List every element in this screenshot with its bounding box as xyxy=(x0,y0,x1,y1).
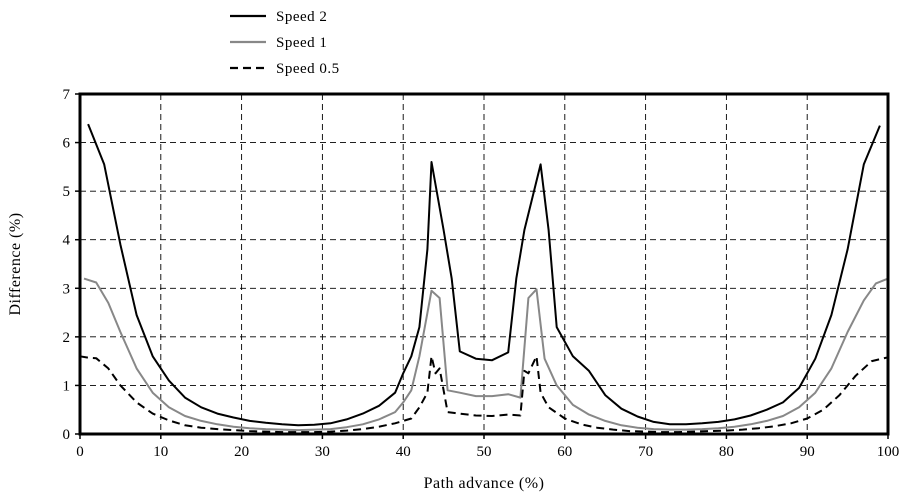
x-tick-label: 40 xyxy=(396,444,411,460)
legend-label-2: Speed 1 xyxy=(276,35,327,51)
x-tick-label: 0 xyxy=(76,444,84,460)
legend-label-3: Speed 0.5 xyxy=(276,61,340,77)
x-axis-label: Path advance (%) xyxy=(424,475,545,492)
legend: Speed 2 Speed 1 Speed 0.5 xyxy=(230,9,340,77)
x-tick-label: 60 xyxy=(557,444,572,460)
y-tick-label: 6 xyxy=(63,136,71,152)
x-axis-ticks: 0 10 20 30 40 50 60 70 80 90 100 xyxy=(76,434,899,460)
x-tick-label: 50 xyxy=(477,444,492,460)
y-tick-label: 4 xyxy=(63,233,71,249)
series-line-3 xyxy=(79,355,889,434)
grid xyxy=(80,94,888,434)
y-axis-ticks: 0 1 2 3 4 5 6 7 xyxy=(63,87,80,443)
y-tick-label: 0 xyxy=(63,427,71,443)
x-tick-label: 70 xyxy=(638,444,653,460)
y-axis-label: Difference (%) xyxy=(7,212,24,315)
y-tick-label: 3 xyxy=(63,281,71,297)
x-tick-label: 30 xyxy=(315,444,330,460)
y-tick-label: 2 xyxy=(63,330,71,346)
x-tick-label: 100 xyxy=(877,444,900,460)
legend-label-1: Speed 2 xyxy=(276,9,327,25)
y-tick-label: 5 xyxy=(63,184,71,200)
series-lines xyxy=(79,123,889,434)
series-line-1 xyxy=(87,123,881,427)
x-tick-label: 90 xyxy=(800,444,815,460)
y-tick-label: 7 xyxy=(63,87,71,103)
y-tick-label: 1 xyxy=(63,378,71,394)
x-tick-label: 20 xyxy=(234,444,249,460)
x-tick-label: 10 xyxy=(153,444,168,460)
series-line-2 xyxy=(83,277,889,432)
x-tick-label: 80 xyxy=(719,444,734,460)
